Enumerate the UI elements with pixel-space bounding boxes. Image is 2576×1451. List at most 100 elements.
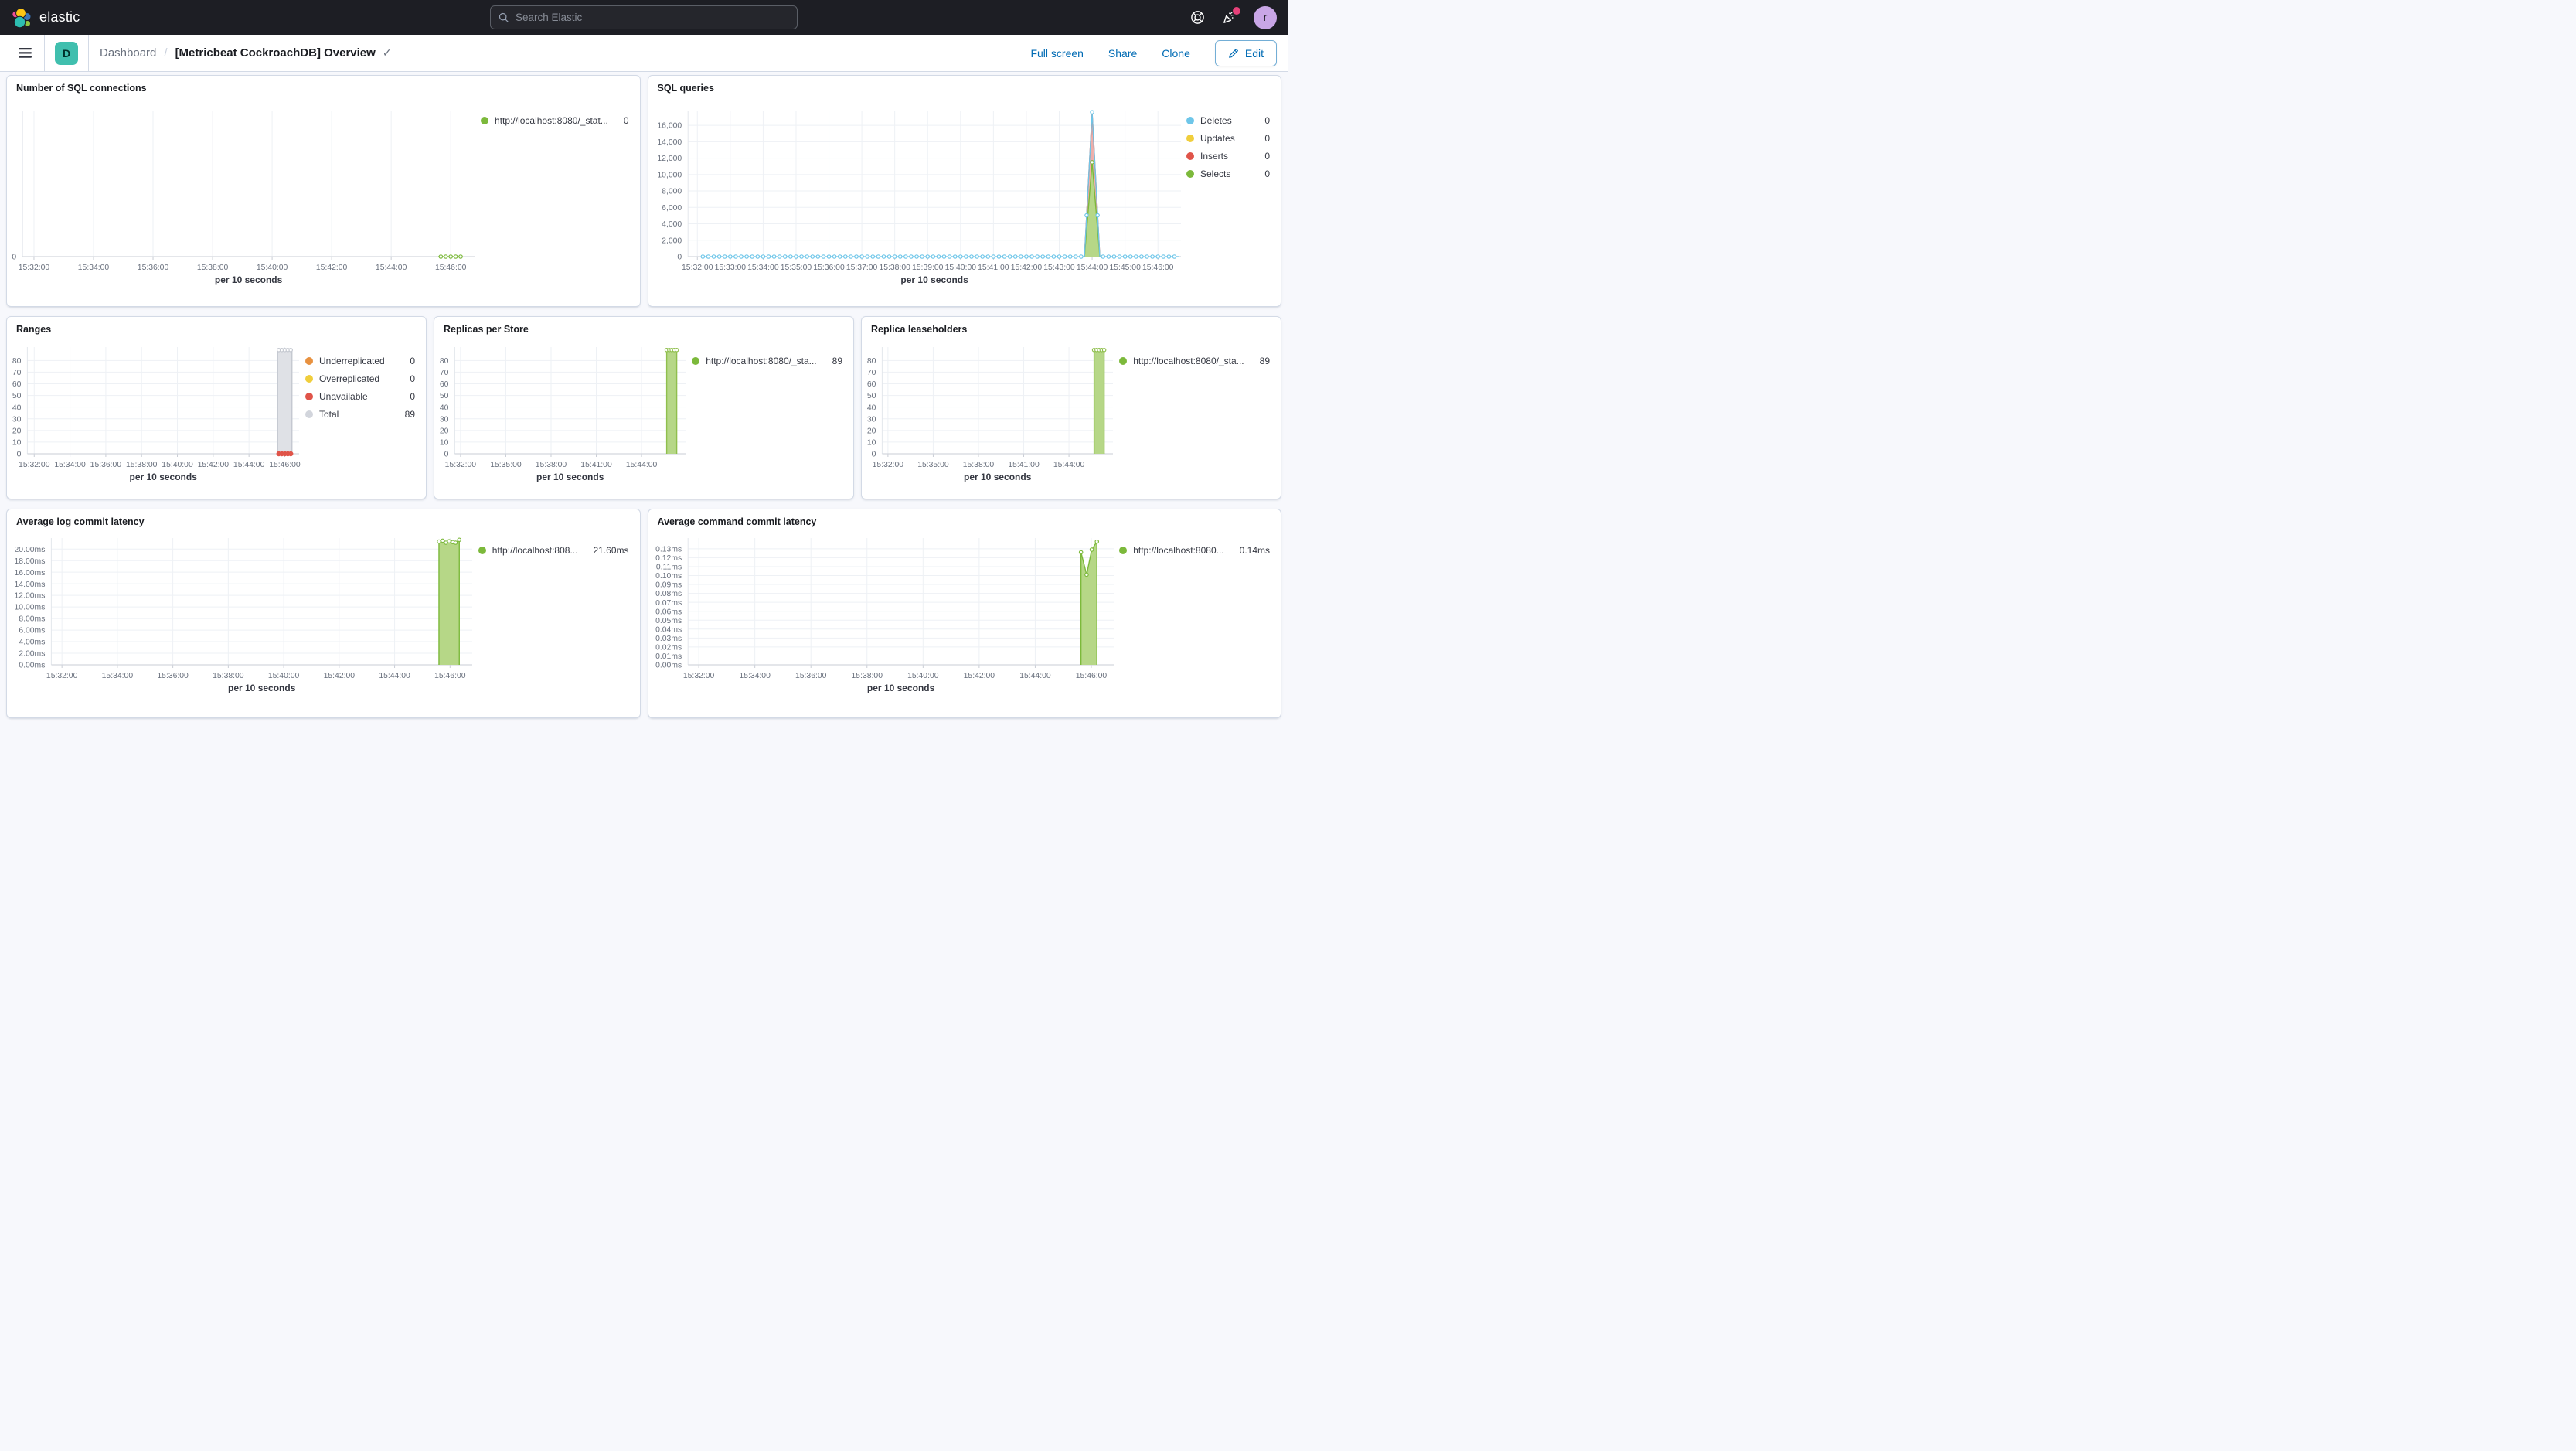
legend-item-inserts[interactable]: Inserts 0 (1186, 148, 1270, 164)
legend-dot (478, 546, 486, 554)
legend-dot (305, 410, 313, 418)
svg-text:30: 30 (440, 415, 449, 424)
legend-item-updates[interactable]: Updates 0 (1186, 130, 1270, 146)
svg-text:60: 60 (440, 380, 449, 389)
legend-item-selects[interactable]: Selects 0 (1186, 165, 1270, 182)
svg-text:80: 80 (867, 357, 876, 366)
svg-text:0.05ms: 0.05ms (655, 617, 682, 625)
legend-dot (305, 356, 313, 365)
legend-item-deletes[interactable]: Deletes 0 (1186, 112, 1270, 128)
legend-dot (692, 356, 700, 365)
svg-text:15:35:00: 15:35:00 (780, 264, 812, 272)
legend-value: 0 (1264, 150, 1270, 162)
panel-replica-leaseholders: Replica leaseholders 15:32:00 15:35:00 15:… (861, 316, 1281, 499)
legend-item-total[interactable]: Total 89 (305, 406, 415, 422)
svg-text:20.00ms: 20.00ms (15, 546, 46, 554)
svg-text:50: 50 (867, 392, 876, 400)
svg-text:10: 10 (440, 439, 449, 448)
panel-title[interactable]: Replica leaseholders (871, 324, 968, 335)
panel-title[interactable]: Average command commit latency (657, 516, 817, 527)
svg-text:15:44:00: 15:44:00 (379, 672, 410, 680)
svg-text:per 10 seconds: per 10 seconds (964, 472, 1032, 482)
legend-label: Unavailable (319, 390, 368, 402)
svg-text:15:32:00: 15:32:00 (682, 264, 713, 272)
legend-label: Updates (1200, 132, 1235, 144)
svg-text:per 10 seconds: per 10 seconds (130, 472, 198, 482)
legend-dot (481, 116, 489, 124)
legend-value: 89 (1259, 355, 1270, 366)
svg-text:15:42:00: 15:42:00 (324, 672, 356, 680)
legend-item-underreplicated[interactable]: Underreplicated 0 (305, 353, 415, 369)
menu-button[interactable] (6, 35, 44, 71)
svg-text:8.00ms: 8.00ms (19, 615, 45, 624)
svg-text:14.00ms: 14.00ms (15, 581, 46, 589)
legend-label: http://localhost:8080/_sta... (706, 355, 817, 366)
svg-text:2,000: 2,000 (662, 237, 682, 245)
brand-name: elastic (39, 9, 80, 25)
svg-text:0.09ms: 0.09ms (655, 581, 682, 590)
svg-text:20: 20 (440, 427, 449, 435)
legend-item[interactable]: http://localhost:8080/_sta... 89 (692, 353, 842, 369)
svg-text:15:41:00: 15:41:00 (580, 461, 612, 469)
chart-command-commit-latency[interactable]: 15:32:00 15:34:00 15:36:00 15:38:00 15:40:00… (648, 533, 1120, 696)
panel-title[interactable]: Average log commit latency (16, 516, 145, 527)
legend-item[interactable]: http://localhost:8080... 0.14ms (1119, 542, 1270, 558)
svg-text:10: 10 (12, 439, 22, 448)
avatar-initial: r (1263, 11, 1268, 24)
svg-text:15:32:00: 15:32:00 (682, 672, 714, 680)
svg-text:15:34:00: 15:34:00 (747, 264, 779, 272)
svg-text:per 10 seconds: per 10 seconds (900, 274, 968, 285)
svg-text:0: 0 (677, 254, 682, 262)
svg-text:12,000: 12,000 (657, 155, 682, 163)
legend: http://localhost:8080/_sta... 89 (1119, 353, 1270, 499)
legend-item[interactable]: http://localhost:8080/_sta... 89 (1119, 353, 1270, 369)
svg-text:40: 40 (867, 404, 876, 412)
panel-title[interactable]: Replicas per Store (444, 324, 529, 335)
panel-average-log-commit-latency: Average log commit latency 15:32:00 15:34… (6, 509, 641, 718)
legend-item-unavailable[interactable]: Unavailable 0 (305, 388, 415, 404)
svg-text:0: 0 (444, 451, 449, 459)
svg-text:8,000: 8,000 (662, 188, 682, 196)
news-button[interactable] (1222, 7, 1240, 25)
svg-text:30: 30 (12, 415, 22, 424)
legend-item[interactable]: http://localhost:8080/_stat... 0 (481, 112, 629, 128)
svg-text:15:44:00: 15:44:00 (1019, 672, 1051, 680)
page-title: [Metricbeat CockroachDB] Overview (175, 46, 376, 60)
share-button[interactable]: Share (1108, 46, 1138, 60)
svg-text:15:38:00: 15:38:00 (963, 461, 995, 469)
svg-text:0.11ms: 0.11ms (655, 564, 681, 572)
legend-item-overreplicated[interactable]: Overreplicated 0 (305, 370, 415, 387)
legend-label: Total (319, 408, 339, 420)
panel-title[interactable]: Number of SQL connections (16, 83, 147, 94)
svg-text:15:46:00: 15:46:00 (269, 461, 301, 469)
svg-text:0: 0 (17, 451, 22, 459)
svg-text:per 10 seconds: per 10 seconds (536, 472, 604, 482)
chart-replica-leaseholders[interactable]: 15:32:00 15:35:00 15:38:00 15:41:00 15:44:00… (862, 342, 1119, 485)
chart-ranges[interactable]: 15:32:00 15:34:00 15:36:00 15:38:00 15:40:00… (7, 342, 305, 485)
chart-log-commit-latency[interactable]: 15:32:00 15:34:00 15:36:00 15:38:00 15:40:00… (7, 533, 478, 696)
help-button[interactable] (1190, 10, 1205, 25)
global-search[interactable] (490, 5, 798, 29)
edit-button[interactable]: Edit (1214, 39, 1277, 66)
panel-title[interactable]: Ranges (16, 324, 52, 335)
pencil-icon (1229, 48, 1238, 58)
svg-text:30: 30 (867, 415, 876, 424)
full-screen-button[interactable]: Full screen (1030, 46, 1084, 60)
svg-text:15:42:00: 15:42:00 (963, 672, 995, 680)
chart-sql-queries[interactable]: 15:32:00 15:33:00 15:34:00 15:35:00 15:36:00… (648, 106, 1187, 288)
panel-title[interactable]: SQL queries (657, 83, 714, 94)
legend-item[interactable]: http://localhost:808... 21.60ms (478, 542, 629, 558)
chart-sql-connections[interactable]: 15:32:00 15:34:00 15:36:00 15:38:00 15:40:00… (7, 106, 481, 288)
legend-value: 0 (1264, 132, 1270, 144)
user-avatar[interactable]: r (1254, 5, 1277, 29)
space-badge[interactable]: D (55, 41, 78, 65)
svg-text:15:35:00: 15:35:00 (490, 461, 522, 469)
breadcrumb-dashboard[interactable]: Dashboard (100, 46, 157, 60)
search-input[interactable] (516, 12, 789, 23)
chart-replicas-per-store[interactable]: 15:32:00 15:35:00 15:38:00 15:41:00 15:44:00… (434, 342, 692, 485)
elastic-logo[interactable]: elastic (11, 7, 80, 29)
svg-text:per 10 seconds: per 10 seconds (228, 683, 296, 693)
clone-button[interactable]: Clone (1162, 46, 1190, 60)
legend-value: 89 (404, 408, 415, 420)
legend-label: Underreplicated (319, 355, 385, 366)
